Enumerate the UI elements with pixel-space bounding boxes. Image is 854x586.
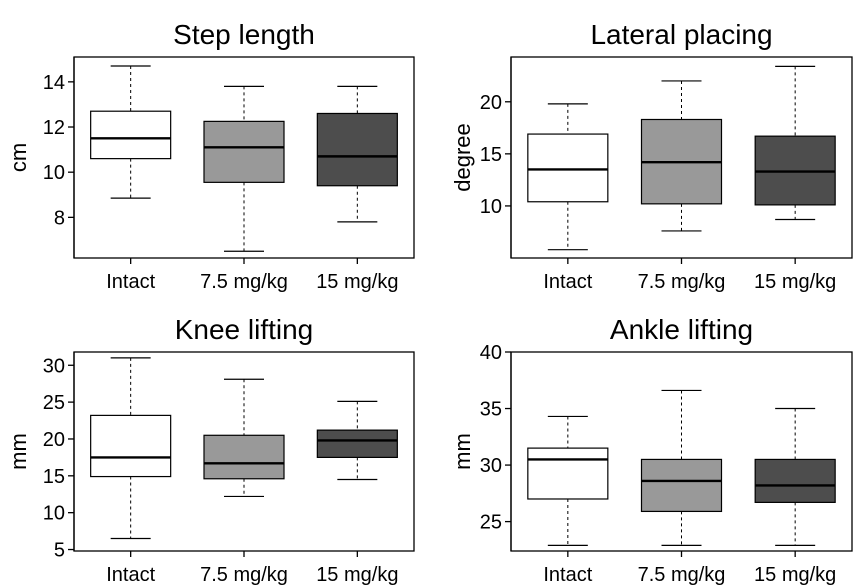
box-iqr [527,133,609,203]
plot-frame [73,56,415,259]
y-tick-label: 12 [43,117,65,139]
y-tick-label: 14 [43,72,65,94]
plot-frame [510,351,853,552]
plot-frame [510,56,853,259]
x-tick-label: 15 mg/kg [754,271,836,293]
y-tick-label: 10 [480,196,502,218]
box-iqr [754,458,836,503]
box-iqr [640,458,723,513]
box-3 [316,85,398,223]
x-tick-label: 7.5 mg/kg [638,271,726,293]
box-2 [640,389,723,546]
y-tick-label: 15 [480,144,502,166]
y-tick-label: 15 [43,466,65,488]
y-axis-label: mm [450,433,475,470]
x-tick-label: 7.5 mg/kg [638,564,726,586]
y-tick-label: 10 [43,162,65,184]
box-3 [754,65,836,221]
box-2 [203,85,285,252]
box-iqr [90,110,172,160]
box-iqr [90,414,172,478]
x-tick-label: 7.5 mg/kg [200,271,288,293]
y-tick-label: 25 [43,392,65,414]
y-tick-label: 35 [480,399,502,421]
x-tick-label: Intact [106,271,155,293]
x-tick-label: 15 mg/kg [754,564,836,586]
y-axis-label: cm [6,143,31,172]
x-tick-label: Intact [106,564,155,586]
box-iqr [527,447,609,500]
box-iqr [316,112,398,187]
box-3 [754,407,836,546]
chart-panel-3: Knee lifting mm 5 10 15 20 25 30 Intact 7.5 mg/kg… [6,314,415,586]
box-2 [640,80,723,232]
y-tick-label: 25 [480,512,502,534]
chart-panel-1: Step length cm 8 10 12 14 Intact 7.5 mg/kg 15 mg… [6,19,415,293]
box-iqr [203,120,285,183]
chart-title: Knee lifting [175,314,314,345]
x-tick-label: 15 mg/kg [316,564,398,586]
chart-title: Lateral placing [590,19,772,50]
x-tick-label: 15 mg/kg [316,271,398,293]
plot-frame [73,351,415,552]
y-tick-label: 30 [43,355,65,377]
chart-title: Ankle lifting [610,314,753,345]
chart-panel-4: Ankle lifting mm 25 30 35 40 Intact 7.5 mg/kg 15… [450,314,853,586]
y-axis-label: mm [6,433,31,470]
box-3 [316,400,398,481]
box-1 [90,357,172,540]
box-2 [203,378,285,498]
box-1 [527,415,609,546]
y-tick-label: 10 [43,503,65,525]
y-tick-label: 40 [480,342,502,364]
x-tick-label: 7.5 mg/kg [200,564,288,586]
box-iqr [316,429,398,458]
y-tick-label: 5 [54,540,65,562]
chart-title: Step length [173,19,315,50]
y-tick-label: 20 [480,92,502,114]
y-tick-label: 20 [43,429,65,451]
x-tick-label: Intact [543,564,592,586]
box-iqr [203,434,285,480]
y-axis-label: degree [450,123,475,192]
y-tick-label: 8 [54,207,65,229]
box-1 [527,103,609,251]
x-tick-label: Intact [543,271,592,293]
box-1 [90,65,172,199]
y-tick-label: 30 [480,455,502,477]
